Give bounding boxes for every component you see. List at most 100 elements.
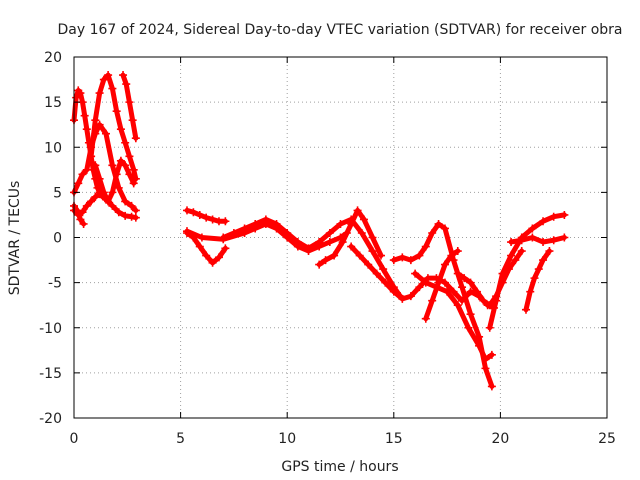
data-point-marker (131, 213, 140, 222)
x-axis-label: GPS time / hours (281, 459, 398, 475)
data-point-marker (377, 251, 386, 260)
data-point-marker (116, 125, 125, 134)
data-point-marker (87, 152, 96, 161)
data-point-marker (485, 323, 494, 332)
data-point-marker (421, 278, 430, 287)
data-point-marker (406, 292, 415, 301)
data-point-marker (125, 170, 134, 179)
data-point-marker (221, 217, 230, 226)
data-point-marker (114, 183, 123, 192)
data-point-marker (131, 206, 140, 215)
data-point-marker (119, 71, 128, 80)
data-point-marker (481, 355, 490, 364)
data-point-marker (475, 341, 484, 350)
data-point-marker (76, 215, 85, 224)
data-point-marker (74, 179, 83, 188)
data-point-marker (121, 138, 130, 147)
data-point-marker (464, 323, 473, 332)
data-point-marker (125, 152, 134, 161)
data-point-marker (372, 269, 381, 278)
data-point-marker (359, 215, 368, 224)
data-point-marker (78, 170, 87, 179)
data-point-marker (389, 287, 398, 296)
data-point-marker (415, 251, 424, 260)
data-point-marker (528, 233, 537, 242)
x-tick-label: 20 (491, 431, 509, 447)
data-point-marker (453, 269, 462, 278)
data-point-marker (549, 212, 558, 221)
data-point-marker (114, 208, 123, 217)
data-point-marker (182, 227, 191, 236)
data-point-marker (428, 296, 437, 305)
data-point-marker (411, 269, 420, 278)
data-point-marker (104, 197, 113, 206)
data-point-marker (221, 244, 230, 253)
data-point-marker (325, 228, 334, 237)
data-point-marker (545, 247, 554, 256)
data-point-marker (108, 161, 117, 170)
data-point-marker (127, 212, 136, 221)
y-tick-label: 15 (44, 95, 62, 111)
y-tick-label: 20 (44, 50, 62, 66)
data-point-marker (202, 213, 211, 222)
data-point-marker (421, 242, 430, 251)
data-point-marker (338, 238, 347, 247)
data-point-marker (208, 258, 217, 267)
y-tick-label: 10 (44, 140, 62, 156)
data-point-marker (272, 219, 281, 228)
data-point-marker (479, 296, 488, 305)
data-point-marker (195, 242, 204, 251)
data-point-marker (128, 116, 137, 125)
data-point-marker (368, 233, 377, 242)
chart-title: Day 167 of 2024, Sidereal Day-to-day VTE… (57, 22, 622, 38)
data-point-marker (73, 206, 82, 215)
data-point-marker (398, 253, 407, 262)
data-point-marker (460, 274, 469, 283)
x-tick-label: 25 (598, 431, 616, 447)
data-point-marker (415, 283, 424, 292)
y-tick-label: -20 (39, 411, 62, 427)
data-point-marker (347, 242, 356, 251)
data-point-marker (321, 256, 330, 265)
data-point-marker (121, 211, 130, 220)
data-point-marker (91, 116, 100, 125)
data-point-marker (72, 93, 81, 102)
data-point-marker (453, 301, 462, 310)
data-point-marker (283, 228, 292, 237)
data-point-marker (108, 84, 117, 93)
data-point-marker (214, 253, 223, 262)
data-point-marker (487, 350, 496, 359)
data-point-marker (82, 165, 91, 174)
data-point-marker (112, 107, 121, 116)
data-point-marker (80, 111, 89, 120)
data-point-marker (129, 165, 138, 174)
data-point-marker (82, 201, 91, 210)
series-trace-arc-04 (71, 203, 87, 227)
data-point-marker (357, 228, 366, 237)
data-point-marker (325, 238, 334, 247)
data-point-marker (99, 75, 108, 84)
data-point-marker (95, 89, 104, 98)
data-point-marker (330, 251, 339, 260)
data-point-marker (528, 224, 537, 233)
data-point-marker (131, 134, 140, 143)
data-point-marker (549, 236, 558, 245)
y-tick-label: -5 (48, 276, 62, 292)
data-point-marker (101, 129, 110, 138)
data-point-marker (79, 219, 88, 228)
x-tick-label: 10 (278, 431, 296, 447)
data-point-marker (406, 256, 415, 265)
data-point-marker (127, 201, 136, 210)
data-point-marker (487, 382, 496, 391)
data-point-marker (364, 260, 373, 269)
data-point-marker (381, 278, 390, 287)
data-point-marker (112, 170, 121, 179)
data-point-marker (485, 301, 494, 310)
data-point-marker (129, 179, 138, 188)
data-point-marker (398, 294, 407, 303)
data-point-marker (76, 89, 85, 98)
data-point-marker (108, 188, 117, 197)
x-tick-label: 15 (385, 431, 403, 447)
series-trace-arc-14 (391, 221, 495, 389)
